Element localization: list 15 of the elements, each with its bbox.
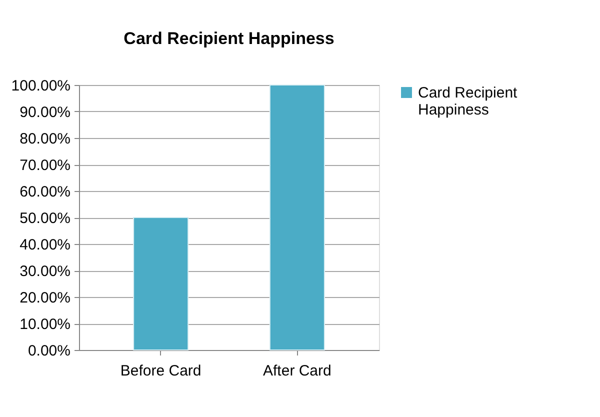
y-tick-label: 90.00% bbox=[20, 104, 70, 121]
y-tick-label: 50.00% bbox=[20, 210, 70, 227]
legend-label: Card Recipient Happiness bbox=[418, 84, 518, 118]
y-tick-label: 0.00% bbox=[28, 342, 70, 360]
y-tick-label: 40.00% bbox=[20, 236, 70, 254]
y-tick-label: 30.00% bbox=[20, 263, 70, 280]
y-tick-label: 20.00% bbox=[20, 290, 70, 306]
y-tick-label: 10.00% bbox=[20, 316, 70, 333]
y-tick-label: 70.00% bbox=[20, 157, 70, 174]
x-tick-label: Before Card bbox=[120, 362, 202, 380]
y-tick-label: 80.00% bbox=[20, 130, 70, 148]
y-tick-label: 100.00% bbox=[11, 78, 70, 94]
x-tick-label: After Card bbox=[263, 362, 332, 380]
chart-title: Card Recipient Happiness bbox=[124, 29, 334, 48]
y-tick-label: 60.00% bbox=[20, 184, 70, 200]
